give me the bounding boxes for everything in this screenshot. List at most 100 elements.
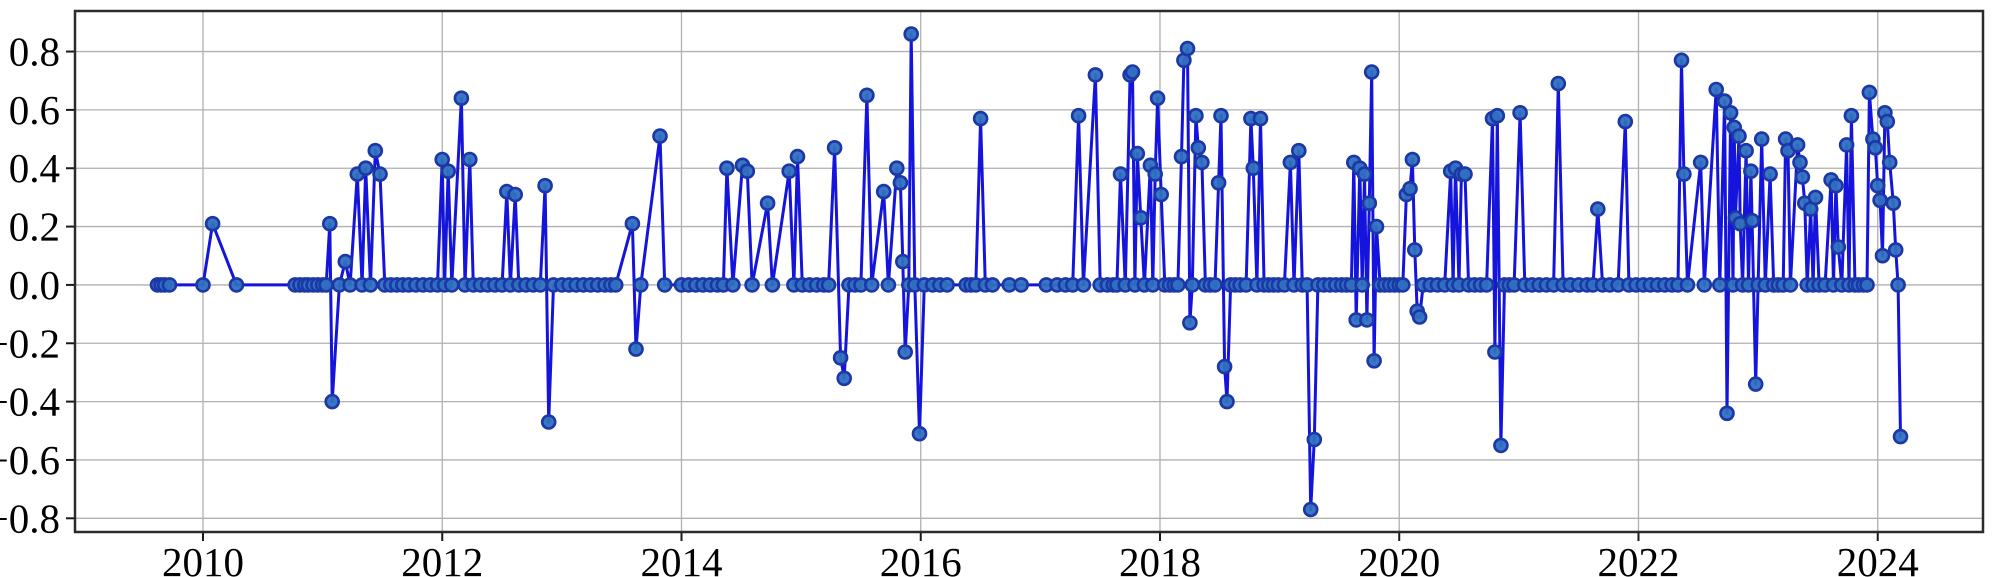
- data-point: [540, 414, 557, 430]
- data-point: [1013, 277, 1030, 293]
- data-point: [1712, 277, 1728, 293]
- data-point: [1872, 192, 1888, 209]
- data-point: [1213, 107, 1229, 124]
- data-point: [656, 277, 673, 293]
- data-point: [984, 277, 1001, 293]
- data-point: [1361, 195, 1378, 211]
- data-point: [1207, 277, 1223, 293]
- data-point: [195, 277, 211, 293]
- data-point: [826, 140, 843, 156]
- y-tick-label: 0.8: [9, 29, 60, 75]
- data-point: [789, 148, 806, 165]
- data-point: [1885, 195, 1902, 211]
- data-point: [832, 349, 849, 366]
- data-point: [321, 215, 338, 232]
- data-point: [1830, 239, 1847, 255]
- data-point: [939, 277, 955, 293]
- data-point: [1411, 309, 1428, 325]
- data-point: [1692, 154, 1709, 171]
- data-point: [1617, 113, 1634, 130]
- data-point: [1722, 105, 1739, 121]
- data-point: [1124, 64, 1141, 80]
- data-point: [1861, 84, 1878, 101]
- data-point: [894, 253, 911, 270]
- data-point: [1743, 163, 1759, 179]
- data-point: [1874, 247, 1891, 264]
- data-point: [1747, 376, 1764, 392]
- data-point: [1457, 166, 1473, 182]
- data-point: [897, 344, 914, 360]
- data-point: [1493, 437, 1509, 454]
- data-point: [1881, 154, 1898, 171]
- data-point: [1395, 277, 1411, 293]
- data-point: [1112, 166, 1129, 182]
- data-point: [744, 277, 760, 293]
- y-tick-label: −0.4: [0, 379, 60, 425]
- data-point: [1407, 242, 1423, 258]
- data-point: [911, 425, 928, 442]
- data-point: [1708, 81, 1724, 98]
- x-tick-label: 2016: [880, 539, 962, 577]
- data-point: [337, 253, 354, 270]
- data-point: [1282, 154, 1299, 171]
- data-point: [1828, 177, 1844, 194]
- data-point: [1210, 175, 1227, 191]
- x-tick-label: 2014: [640, 539, 722, 577]
- data-point: [607, 277, 624, 293]
- data-point: [1867, 140, 1884, 156]
- data-point: [1590, 201, 1606, 217]
- data-point: [739, 163, 756, 179]
- data-point: [440, 163, 457, 179]
- data-point: [1291, 142, 1307, 159]
- data-point: [372, 166, 388, 182]
- data-point: [1194, 154, 1210, 171]
- data-point: [1807, 189, 1824, 206]
- data-point: [1869, 177, 1886, 194]
- data-point: [1219, 393, 1235, 410]
- x-tick-label: 2020: [1358, 539, 1440, 577]
- data-point: [1075, 277, 1092, 293]
- data-point: [1890, 277, 1906, 293]
- data-point: [532, 277, 549, 293]
- data-point: [1188, 107, 1204, 124]
- data-point: [1789, 137, 1806, 153]
- data-point: [719, 160, 735, 176]
- data-point: [1252, 110, 1269, 127]
- x-tick-label: 2018: [1119, 539, 1201, 577]
- data-point: [1354, 277, 1370, 293]
- data-point: [1887, 242, 1904, 258]
- data-point: [1129, 145, 1146, 162]
- data-point: [1696, 277, 1713, 293]
- data-point: [1478, 277, 1495, 293]
- y-tick-label: −0.2: [0, 320, 60, 366]
- data-point: [1402, 180, 1418, 197]
- data-point: [1302, 501, 1319, 518]
- data-point: [1838, 137, 1855, 153]
- data-point: [1147, 166, 1163, 182]
- data-point: [1170, 277, 1186, 293]
- data-point: [1153, 186, 1169, 203]
- data-point: [652, 128, 668, 144]
- data-point: [1087, 67, 1104, 83]
- data-point: [1184, 277, 1201, 293]
- data-point: [1744, 212, 1760, 229]
- data-point: [632, 277, 649, 293]
- data-point: [1716, 93, 1733, 109]
- y-tick-label: 0.2: [9, 204, 60, 250]
- data-point: [507, 186, 524, 203]
- data-point: [1356, 166, 1373, 182]
- plot-border: [73, 9, 1985, 534]
- data-point: [1843, 107, 1860, 124]
- data-point: [537, 177, 553, 194]
- data-point: [1359, 312, 1375, 328]
- data-point: [725, 277, 741, 293]
- data-point: [1719, 405, 1735, 422]
- data-point: [903, 26, 920, 42]
- data-point: [443, 277, 460, 293]
- data-point: [434, 151, 451, 168]
- data-point: [161, 277, 178, 293]
- data-point: [624, 215, 641, 232]
- data-point: [820, 277, 837, 293]
